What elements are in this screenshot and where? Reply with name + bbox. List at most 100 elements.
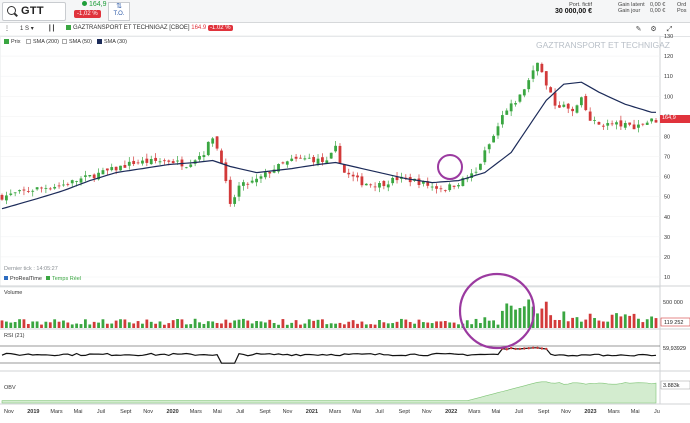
- volume-bar: [206, 321, 210, 328]
- order-ticket-button[interactable]: ⇅ T.O.: [108, 2, 130, 21]
- candle-body: [237, 185, 241, 197]
- x-tick-label: Sept: [259, 409, 271, 415]
- positions-tab[interactable]: Pos: [677, 8, 687, 14]
- chart-type-icon[interactable]: ┃┃: [48, 26, 56, 32]
- y-tick-label: 40: [664, 215, 670, 221]
- legend-item-prix[interactable]: Prix: [4, 39, 20, 45]
- candle-body: [127, 161, 131, 166]
- price-grid: [0, 35, 660, 278]
- legend-item-sma200[interactable]: SMA (200): [26, 39, 59, 45]
- candle-body: [26, 191, 30, 192]
- volume-bar: [57, 321, 61, 328]
- volume-bar: [483, 317, 487, 328]
- volume-bar: [338, 322, 342, 328]
- candle-body: [171, 161, 175, 164]
- candle-body: [496, 126, 500, 136]
- legend-item-sma30[interactable]: SMA (30): [97, 39, 127, 45]
- candle-body: [215, 136, 219, 149]
- candle-body: [562, 104, 566, 107]
- candle-body: [637, 124, 640, 128]
- volume-bar: [184, 324, 188, 328]
- obv-title: OBV: [4, 385, 16, 391]
- volume-bar: [487, 320, 491, 328]
- right-tabs[interactable]: Ord Pos: [677, 2, 686, 14]
- volume-bar: [479, 323, 482, 328]
- candle-body: [439, 188, 443, 190]
- legend-label: SMA (50): [69, 39, 92, 45]
- wrench-icon[interactable]: ✎: [635, 26, 642, 33]
- x-tick-label: Nov: [561, 409, 571, 415]
- price-y-axis: 102030405060708090100110120130: [664, 34, 673, 281]
- volume-bar: [584, 319, 588, 328]
- candle-body: [536, 62, 539, 72]
- interval-select[interactable]: 1 S ▾: [20, 25, 34, 32]
- candle-body: [9, 193, 13, 195]
- volume-bar: [505, 303, 509, 328]
- expand-icon[interactable]: ⤢: [666, 26, 673, 33]
- volume-bar: [593, 318, 596, 328]
- candle-body: [13, 192, 17, 194]
- volume-bar: [509, 305, 513, 328]
- volume-bar: [220, 323, 223, 328]
- x-tick-label: Mars: [50, 409, 62, 415]
- volume-bar: [404, 319, 408, 328]
- volume-bar: [66, 322, 70, 328]
- highlight-circle-large: [458, 272, 536, 350]
- legend-item-sma50[interactable]: SMA (50): [62, 39, 92, 45]
- candle-body: [325, 160, 329, 164]
- highlight-circle-small: [437, 154, 463, 180]
- instrument-color-icon: [66, 25, 71, 30]
- volume-bar: [645, 319, 649, 328]
- candle-body: [228, 179, 232, 204]
- price-badge-text: 164,9: [662, 115, 676, 121]
- up-indicator-icon: [82, 1, 87, 6]
- candle-body: [48, 188, 52, 190]
- volume-bar: [544, 301, 548, 328]
- volume-bar: [48, 322, 52, 328]
- candle-body: [75, 181, 79, 182]
- candle-body: [321, 157, 324, 162]
- candle-body: [334, 145, 337, 152]
- candle-body: [259, 176, 263, 179]
- orders-tab[interactable]: Ord: [677, 2, 687, 8]
- search-box[interactable]: GTT: [2, 2, 66, 21]
- volume-bar: [426, 322, 430, 328]
- x-tick-label: Sept: [538, 409, 550, 415]
- candle-body: [119, 165, 122, 171]
- legend-swatch: [26, 39, 31, 44]
- candle-body: [426, 181, 430, 186]
- candle-body: [92, 174, 96, 179]
- rsi-pane-label: RSI (21): [4, 333, 25, 339]
- candle-body: [110, 167, 114, 171]
- volume-bar: [378, 319, 381, 328]
- candle-body: [132, 160, 136, 165]
- volume-bar: [123, 319, 127, 328]
- y-tick-label: 20: [664, 255, 670, 261]
- legend-label: Prix: [11, 39, 21, 45]
- volume-bar: [149, 321, 153, 328]
- volume-bar: [562, 311, 566, 328]
- candle-body: [373, 186, 377, 188]
- x-tick-label: Mai: [352, 409, 361, 415]
- volume-bar: [373, 324, 377, 328]
- volume-bar: [597, 320, 601, 328]
- candle-body: [579, 97, 583, 106]
- candle-body: [575, 105, 579, 113]
- volume-bar: [351, 320, 355, 328]
- rsi-last-value: 59,93929: [663, 346, 686, 352]
- menu-icon[interactable]: ⋮: [4, 26, 10, 32]
- instrument-title: GAZTRANSPORT ET TECHNIGAZ [CBOE] 164.9 -…: [66, 25, 233, 31]
- volume-bar: [536, 313, 539, 328]
- candle-body: [522, 89, 526, 96]
- candle-body: [40, 187, 43, 189]
- ticker-symbol: GTT: [21, 5, 44, 17]
- settings-icon[interactable]: ⚙: [650, 26, 657, 33]
- volume-bar: [105, 323, 109, 328]
- volume-bar: [382, 322, 386, 328]
- last-price: 164,9: [82, 1, 107, 8]
- volume-bar: [430, 323, 434, 328]
- volume-bar: [70, 324, 74, 328]
- candle-body: [70, 180, 74, 184]
- volume-bar: [224, 319, 228, 328]
